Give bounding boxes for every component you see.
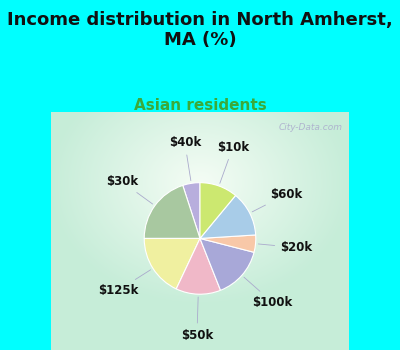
Text: $40k: $40k — [169, 136, 201, 181]
Text: $60k: $60k — [252, 188, 302, 212]
Text: $125k: $125k — [98, 270, 150, 297]
Wedge shape — [200, 235, 256, 252]
Text: $50k: $50k — [181, 297, 213, 342]
Text: Income distribution in North Amherst,
MA (%): Income distribution in North Amherst, MA… — [7, 10, 393, 49]
Text: Asian residents: Asian residents — [134, 98, 266, 113]
Text: $30k: $30k — [106, 175, 153, 204]
Text: City-Data.com: City-Data.com — [279, 123, 343, 132]
Wedge shape — [200, 183, 236, 238]
Wedge shape — [200, 238, 254, 290]
Text: $100k: $100k — [244, 277, 293, 309]
Wedge shape — [144, 238, 200, 289]
Wedge shape — [176, 238, 220, 294]
Text: $10k: $10k — [217, 141, 249, 183]
Wedge shape — [200, 195, 256, 238]
Wedge shape — [183, 183, 200, 238]
Text: $20k: $20k — [258, 241, 312, 254]
Wedge shape — [144, 186, 200, 238]
